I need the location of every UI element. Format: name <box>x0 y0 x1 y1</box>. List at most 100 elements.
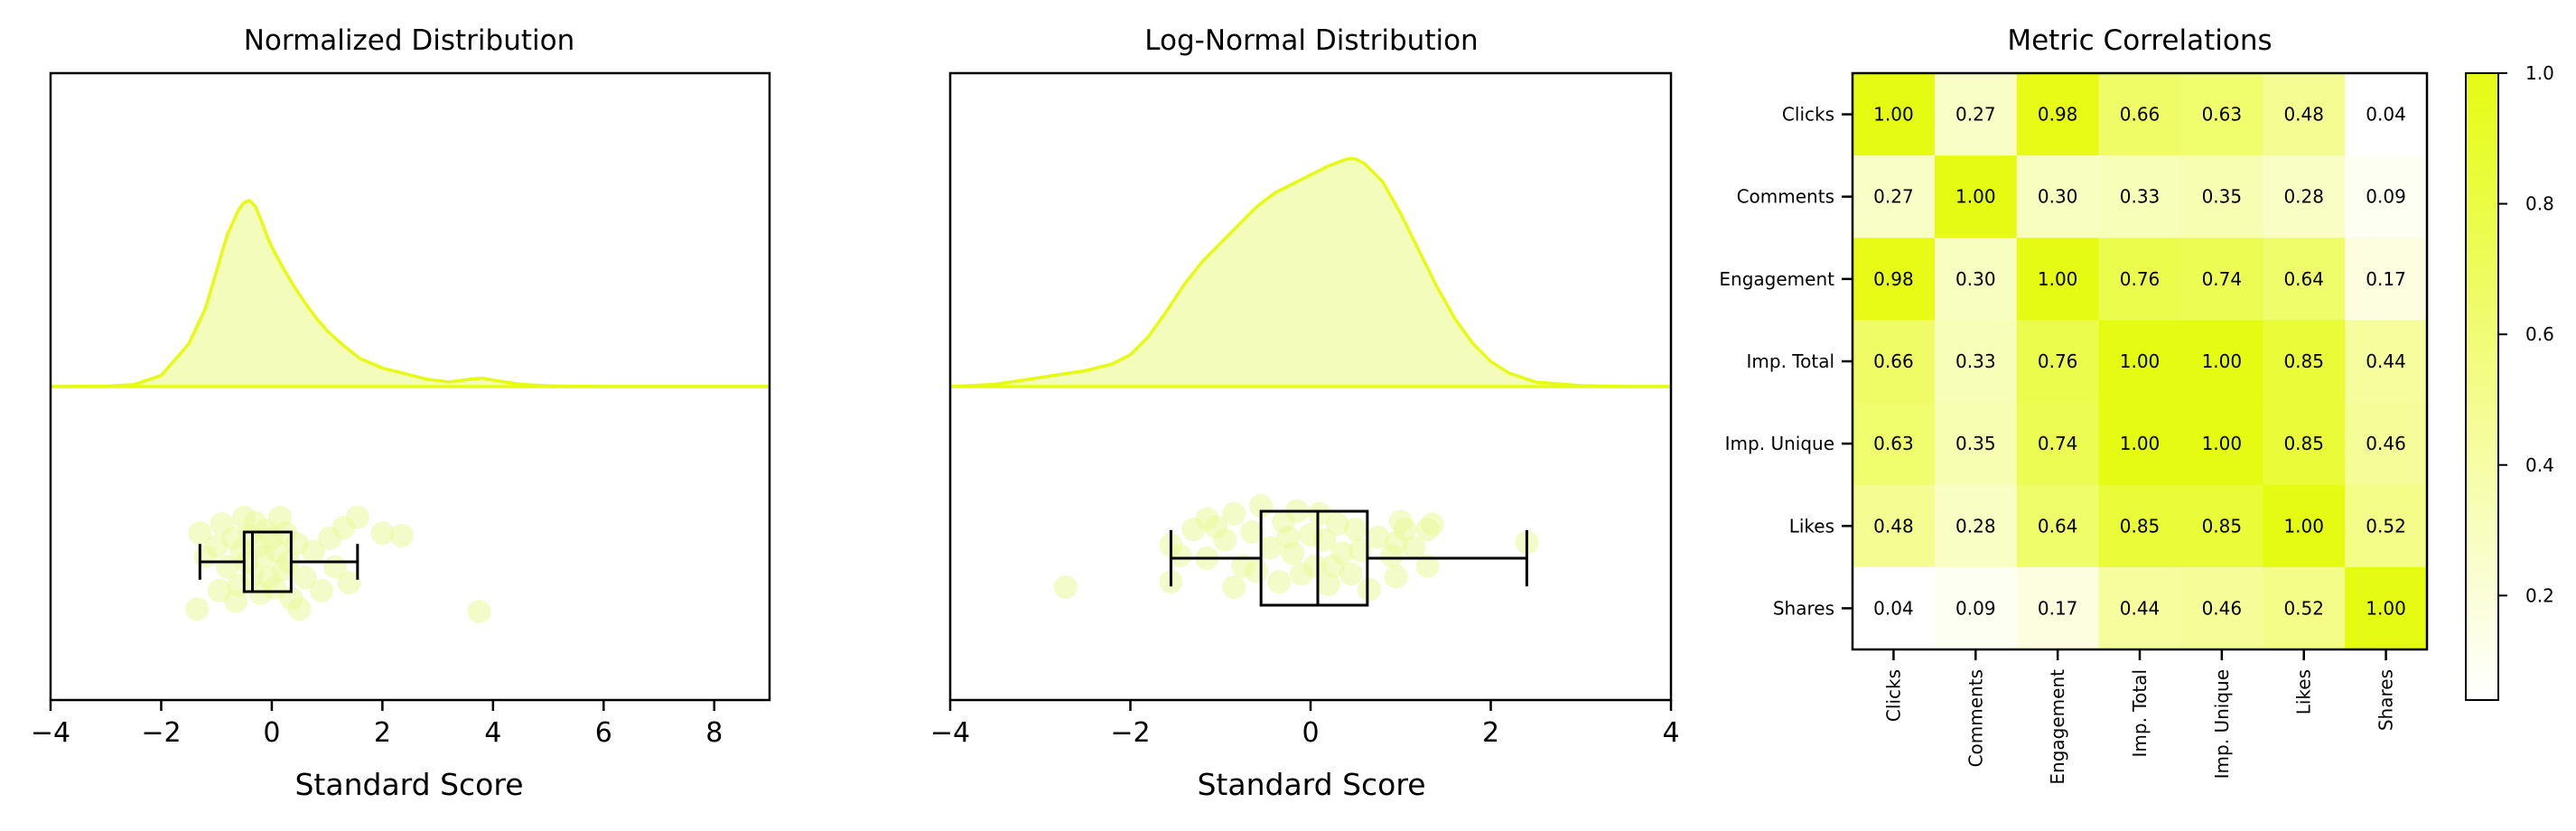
log-normal-distribution-panel: Log-Normal Distribution −4 −2 0 2 4 Standard… <box>930 24 1680 802</box>
heatmap-cell <box>2345 484 2428 568</box>
x-tick-label: 4 <box>484 717 501 749</box>
x-tick-label: 8 <box>705 717 723 749</box>
cell-value-label: 1.00 <box>2283 515 2324 537</box>
plot-frame <box>49 71 771 702</box>
data-point <box>301 539 325 564</box>
heatmap-cell <box>2180 566 2263 650</box>
cell-value-label: 0.74 <box>2202 268 2243 290</box>
heatmap-cell <box>2098 484 2181 568</box>
heatmap-cell <box>2345 320 2428 404</box>
cell-value-label: 0.64 <box>2038 515 2078 537</box>
y-tick-label: Shares <box>1773 597 1834 619</box>
data-point <box>287 597 312 621</box>
heatmap-cell <box>2263 484 2346 568</box>
heatmap-cell <box>1934 484 2018 568</box>
cell-value-label: 0.64 <box>2283 268 2324 290</box>
data-point <box>310 578 333 602</box>
y-tick-label: Imp. Unique <box>1725 433 1834 454</box>
cell-value-label: 0.04 <box>2366 104 2406 126</box>
data-point <box>1402 536 1426 560</box>
cell-value-label: 0.17 <box>2038 597 2078 619</box>
x-tick-label: −2 <box>1110 717 1150 749</box>
data-point <box>1258 536 1283 560</box>
heatmap-cell <box>1853 155 1936 238</box>
x-axis-label: Standard Score <box>1197 767 1425 802</box>
heatmap-cell <box>2263 238 2346 321</box>
x-tick-label: Likes <box>2293 669 2315 714</box>
data-point <box>1343 518 1367 542</box>
heatmap-cell <box>2345 566 2428 650</box>
x-tick-label: 0 <box>263 717 280 749</box>
heatmap-cell <box>2263 73 2346 156</box>
panel-title: Normalized Distribution <box>244 24 575 57</box>
data-point <box>1267 570 1292 594</box>
heatmap-cell <box>2016 566 2100 650</box>
heatmap-cell <box>2016 73 2100 156</box>
x-tick-label: Engagement <box>2047 669 2068 785</box>
heatmap-cell <box>2098 238 2181 321</box>
cell-value-label: 0.85 <box>2120 515 2161 537</box>
heatmap-cell <box>1853 73 1936 156</box>
iqr-box <box>1259 509 1369 607</box>
cell-value-label: 0.98 <box>2038 104 2078 126</box>
data-point <box>337 571 361 595</box>
data-point <box>1308 501 1331 526</box>
cell-value-label: 0.63 <box>1873 433 1914 454</box>
colorbar <box>2465 72 2499 701</box>
x-tick-label: Imp. Total <box>2129 669 2151 758</box>
cell-value-label: 0.35 <box>1955 433 1996 454</box>
heatmap-cell <box>2345 238 2428 321</box>
data-point <box>345 505 369 529</box>
x-axis-label: Standard Score <box>294 767 523 802</box>
data-point <box>1325 512 1349 537</box>
heatmap-cell <box>2016 402 2100 486</box>
x-tick-label: −2 <box>141 717 181 749</box>
heatmap-cell <box>2016 238 2100 321</box>
data-point <box>1415 554 1440 578</box>
cell-value-label: 1.00 <box>1955 186 1996 208</box>
cell-value-label: 0.30 <box>2038 186 2078 208</box>
data-point <box>467 600 491 624</box>
cell-value-label: 0.98 <box>1873 268 1914 290</box>
x-tick-label: Shares <box>2375 669 2397 731</box>
cell-value-label: 0.44 <box>2366 350 2406 372</box>
heatmap-cell <box>2016 484 2100 568</box>
cell-value-label: 1.00 <box>2202 433 2243 454</box>
x-tick-label: Clicks <box>1882 669 1904 722</box>
x-tick-label: 6 <box>595 717 612 749</box>
cell-value-label: 0.44 <box>2120 597 2161 619</box>
data-point <box>1168 544 1192 568</box>
cell-value-label: 1.00 <box>2120 433 2161 454</box>
heatmap-cell <box>2016 320 2100 404</box>
data-point <box>389 524 414 547</box>
cell-value-label: 1.00 <box>2120 350 2161 372</box>
y-tick-label: Engagement <box>1719 268 1834 290</box>
heatmap-cell <box>2345 155 2428 238</box>
x-tick-label: 2 <box>1482 717 1499 749</box>
data-point <box>370 521 395 546</box>
density-area <box>51 201 770 387</box>
x-tick-label: Comments <box>1965 669 1986 767</box>
data-point <box>185 597 210 621</box>
heatmap-cell <box>1934 320 2018 404</box>
cell-value-label: 0.63 <box>2202 104 2243 126</box>
heatmap-cell <box>1853 402 1936 486</box>
data-point <box>293 565 317 590</box>
heatmap-cell <box>1934 73 2018 156</box>
cell-value-label: 1.00 <box>2038 268 2078 290</box>
heatmap-cell <box>1934 402 2018 486</box>
y-tick-label: Comments <box>1737 186 1834 208</box>
heatmap-cell <box>2345 402 2428 486</box>
colorbar-tick-label: 0.6 <box>2525 323 2554 345</box>
colorbar-tick-label: 1.0 <box>2525 62 2554 84</box>
heatmap-cell <box>1853 484 1936 568</box>
heatmap-cell <box>2098 73 2181 156</box>
cell-value-label: 0.09 <box>1955 597 1996 619</box>
heatmap-cell <box>2180 484 2263 568</box>
data-point <box>1276 525 1301 549</box>
cell-value-label: 0.52 <box>2283 597 2324 619</box>
heatmap-cell <box>2180 155 2263 238</box>
cell-value-label: 0.17 <box>2366 268 2406 290</box>
cell-value-label: 0.76 <box>2120 268 2161 290</box>
data-point <box>1384 565 1408 589</box>
